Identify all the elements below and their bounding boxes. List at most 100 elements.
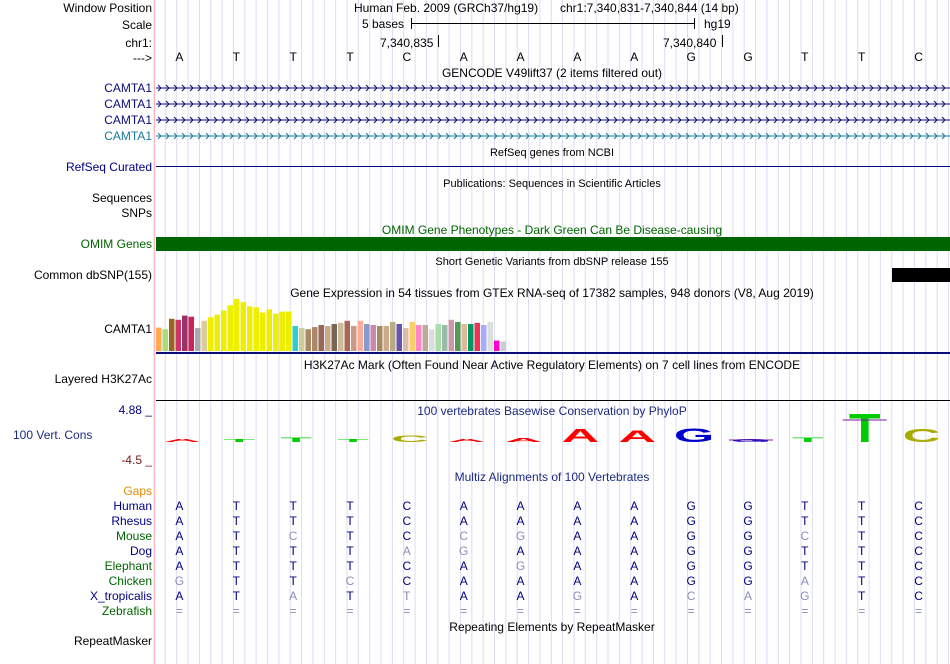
multiz-base: = — [289, 604, 297, 618]
gtex-label[interactable]: CAMTA1 — [104, 322, 152, 336]
gencode-label-1[interactable]: CAMTA1 — [104, 97, 152, 111]
multiz-base: C — [459, 529, 469, 543]
phylop-letter-11: T — [792, 436, 824, 443]
multiz-base: T — [232, 514, 240, 528]
gtex-tissue-bar — [312, 327, 318, 351]
gtex-tissue-bar — [338, 322, 344, 351]
gtex-tissue-bar — [260, 312, 266, 351]
gencode-transcript-3 — [156, 132, 950, 140]
base-7: A — [573, 50, 582, 64]
gencode-label-0[interactable]: CAMTA1 — [104, 81, 152, 95]
multiz-species-human[interactable]: Human — [113, 499, 152, 513]
publications-sequences-label[interactable]: Sequences — [91, 191, 152, 205]
multiz-base: G — [572, 589, 583, 603]
multiz-base: C — [288, 529, 298, 543]
multiz-base: C — [345, 574, 355, 588]
multiz-species-zebrafish[interactable]: Zebrafish — [101, 604, 152, 618]
multiz-base: = — [744, 604, 752, 618]
multiz-base: A — [175, 529, 184, 543]
publications-snps-label[interactable]: SNPs — [121, 206, 152, 220]
multiz-base: A — [459, 559, 468, 573]
multiz-base: C — [914, 529, 923, 543]
scale-text: 5 bases — [362, 17, 405, 31]
window-range[interactable]: chr1:7,340,831-7,340,844 (14 bp) — [560, 1, 739, 15]
gtex-tissue-bar — [468, 324, 474, 351]
repeatmasker-label[interactable]: RepeatMasker — [73, 634, 152, 648]
multiz-base: A — [573, 514, 582, 528]
multiz-species-chicken[interactable]: Chicken — [108, 574, 152, 588]
multiz-base: A — [175, 514, 184, 528]
gtex-tissue-bar — [331, 324, 337, 351]
multiz-base: A — [459, 574, 468, 588]
scale-bar — [411, 23, 695, 24]
gtex-expression-chart[interactable] — [156, 298, 950, 354]
omim-label[interactable]: OMIM Genes — [80, 237, 152, 251]
gencode-label-2[interactable]: CAMTA1 — [104, 113, 152, 127]
gtex-tissue-bar — [435, 324, 441, 351]
multiz-base: G — [686, 574, 696, 588]
refseq-label[interactable]: RefSeq Curated — [65, 160, 152, 174]
multiz-base: G — [174, 574, 185, 588]
multiz-species-elephant[interactable]: Elephant — [104, 559, 152, 573]
phylop-letter-12: T — [849, 410, 881, 451]
multiz-base: T — [346, 559, 354, 573]
multiz-base: T — [232, 559, 240, 573]
multiz-base: G — [686, 529, 696, 543]
multiz-base: T — [232, 589, 240, 603]
chrom-label: chr1: — [125, 36, 152, 50]
dbsnp-variant[interactable] — [892, 268, 950, 282]
multiz-base: A — [630, 559, 639, 573]
gtex-tissue-bar — [266, 309, 272, 351]
multiz-base: A — [459, 499, 468, 513]
base-4: C — [402, 50, 412, 64]
multiz-base: C — [402, 499, 412, 513]
multiz-species-mouse[interactable]: Mouse — [115, 529, 152, 543]
multiz-base: A — [630, 544, 639, 558]
dbsnp-label[interactable]: Common dbSNP(155) — [33, 268, 152, 282]
refseq-line — [156, 166, 950, 167]
multiz-base: A — [459, 589, 468, 603]
window-position-label: Window Position — [63, 1, 152, 15]
multiz-base: T — [232, 574, 240, 588]
multiz-base: T — [232, 544, 240, 558]
multiz-species-dog[interactable]: Dog — [129, 544, 152, 558]
gencode-label-3[interactable]: CAMTA1 — [104, 129, 152, 143]
base-2: T — [289, 50, 297, 64]
multiz-base: T — [346, 589, 354, 603]
multiz-base: C — [402, 559, 412, 573]
multiz-species-rhesus[interactable]: Rhesus — [111, 514, 152, 528]
multiz-base: = — [630, 604, 638, 618]
multiz-base: = — [460, 604, 468, 618]
gtex-tissue-bar — [318, 325, 324, 351]
multiz-base: C — [914, 544, 923, 558]
multiz-base: C — [914, 589, 923, 603]
multiz-base: T — [858, 529, 866, 543]
multiz-base: T — [289, 559, 297, 573]
gtex-tissue-bar — [500, 341, 506, 351]
gtex-tissue-bar — [234, 299, 240, 351]
gtex-tissue-bar — [182, 315, 188, 351]
multiz-base: T — [346, 514, 354, 528]
multiz-base: C — [914, 574, 923, 588]
multiz-base: T — [346, 529, 354, 543]
multiz-base: G — [743, 574, 753, 588]
multiz-base: = — [346, 604, 354, 618]
gtex-tissue-bar — [455, 321, 461, 351]
strand-arrow-label: ---> — [133, 51, 152, 65]
gencode-transcripts[interactable] — [156, 80, 950, 144]
gtex-tissue-bar — [305, 329, 311, 351]
omim-gene-bar[interactable] — [156, 237, 950, 251]
multiz-species-x_tropicalis[interactable]: X_tropicalis — [89, 589, 152, 603]
gtex-tissue-bar — [487, 321, 493, 351]
multiz-base: = — [403, 604, 411, 618]
gaps-label[interactable]: Gaps — [123, 484, 152, 498]
multiz-base: T — [289, 574, 297, 588]
gtex-tissue-bar — [357, 320, 363, 351]
multiz-base: = — [232, 604, 240, 618]
h3k27ac-label[interactable]: Layered H3K27Ac — [54, 372, 152, 386]
base-8: A — [630, 50, 639, 64]
gtex-tissue-bar — [442, 325, 448, 351]
phylop-label[interactable]: 100 Vert. Cons — [13, 428, 93, 442]
multiz-base: G — [743, 544, 753, 558]
